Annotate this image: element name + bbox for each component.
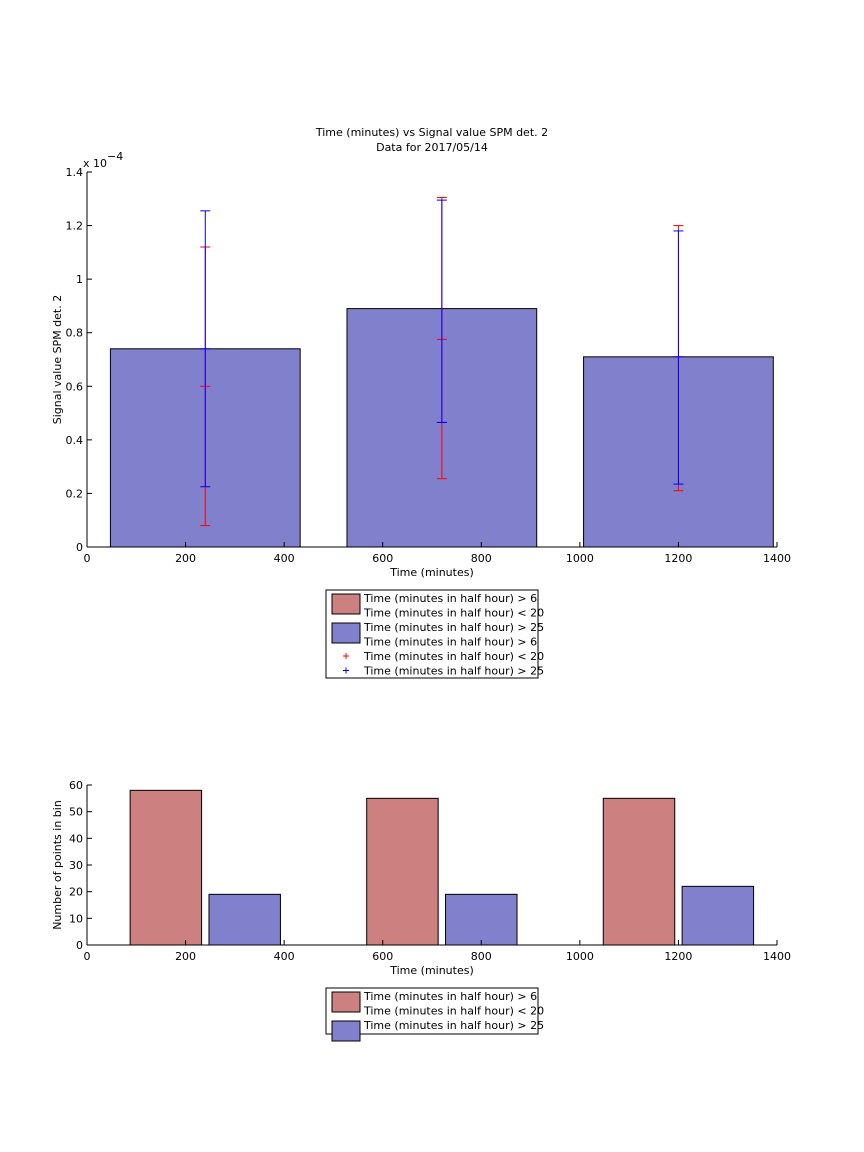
y-axis-label-1: Number of points in bin (51, 800, 64, 930)
x-tick-label-1-2: 400 (274, 950, 295, 963)
x-tick-label-1-5: 1000 (566, 950, 594, 963)
legend-marker-0-5 (343, 667, 349, 674)
legend-1: Time (minutes in half hour) > 6 Time (min… (325, 987, 544, 1042)
legend-swatch-1-0 (331, 991, 361, 1013)
y-tick-label-1-0: 0 (76, 939, 83, 952)
x-axis-label-0: Time (minutes) (389, 566, 474, 579)
error-bar-0-3 (436, 199, 447, 423)
y-tick-label-0-1: 0.2 (66, 487, 84, 500)
y-tick-label-1-2: 20 (69, 886, 83, 899)
bar-1-0 (129, 789, 203, 946)
bar-1-3 (445, 893, 518, 946)
legend-box-0 (325, 589, 539, 679)
y-tick-label-1-4: 40 (69, 832, 83, 845)
legend-label-0-4: Time (minutes in half hour) < 20 (363, 650, 544, 663)
legend-label-1-2: Time (minutes in half hour) > 25 (363, 1019, 544, 1032)
x-tick-label-1-0: 0 (84, 950, 91, 963)
x-tick-label-1-6: 1200 (664, 950, 692, 963)
legend-swatch-0-0 (331, 593, 361, 615)
legend-swatch-1-2 (331, 1020, 361, 1042)
x-tick-label-1-1: 200 (175, 950, 196, 963)
bar-1-4 (602, 797, 676, 946)
x-tick-label-0-4: 800 (471, 552, 492, 565)
y-exponent-power-0: −4 (107, 150, 123, 163)
bar-1-5 (681, 885, 755, 946)
x-axis-label-1: Time (minutes) (389, 964, 474, 977)
y-axis-label-0: Signal value SPM det. 2 (51, 295, 64, 425)
legend-box-1 (325, 987, 539, 1035)
x-tick-label-0-2: 400 (274, 552, 295, 565)
x-tick-label-1-7: 1400 (763, 950, 791, 963)
chart-title-0: Time (minutes) vs Signal value SPM det. … (315, 126, 548, 139)
x-tick-label-0-3: 600 (372, 552, 393, 565)
y-tick-label-0-7: 1.4 (66, 166, 84, 179)
x-tick-label-0-0: 0 (84, 552, 91, 565)
y-tick-label-0-6: 1.2 (66, 220, 84, 233)
y-tick-label-0-0: 0 (76, 541, 83, 554)
legend-label-0-5: Time (minutes in half hour) > 25 (363, 665, 544, 678)
x-tick-label-1-4: 800 (471, 950, 492, 963)
x-tick-label-1-3: 600 (372, 950, 393, 963)
y-tick-label-0-4: 0.8 (66, 327, 84, 340)
y-tick-label-1-6: 60 (69, 779, 83, 792)
legend-swatch-0-2 (331, 622, 361, 644)
y-tick-label-0-5: 1 (76, 273, 83, 286)
legend-label-1-0: Time (minutes in half hour) > 6 (363, 990, 537, 1003)
x-tick-label-0-5: 1000 (566, 552, 594, 565)
legend-label-0-3: Time (minutes in half hour) > 6 (363, 636, 537, 649)
bar-1-2 (366, 797, 439, 946)
x-tick-label-0-6: 1200 (664, 552, 692, 565)
legend-label-1-1: Time (minutes in half hour) < 20 (363, 1005, 544, 1018)
y-tick-label-1-3: 30 (69, 859, 83, 872)
bar-1-1 (208, 893, 281, 946)
y-tick-label-1-1: 10 (69, 912, 83, 925)
chart-subtitle-0: Data for 2017/05/14 (376, 141, 488, 154)
error-bar-0-5 (673, 230, 684, 485)
y-tick-label-0-3: 0.6 (66, 380, 84, 393)
error-bar-0-1 (200, 210, 211, 488)
x-tick-label-0-1: 200 (175, 552, 196, 565)
y-tick-label-1-5: 50 (69, 806, 83, 819)
legend-label-0-2: Time (minutes in half hour) > 25 (363, 621, 544, 634)
y-exponent-label-0: x 10 (83, 157, 107, 170)
x-tick-label-0-7: 1400 (763, 552, 791, 565)
legend-label-0-1: Time (minutes in half hour) < 20 (363, 607, 544, 620)
legend-marker-0-4 (343, 653, 349, 659)
y-tick-label-0-2: 0.4 (66, 434, 84, 447)
legend-label-0-0: Time (minutes in half hour) > 6 (363, 592, 537, 605)
